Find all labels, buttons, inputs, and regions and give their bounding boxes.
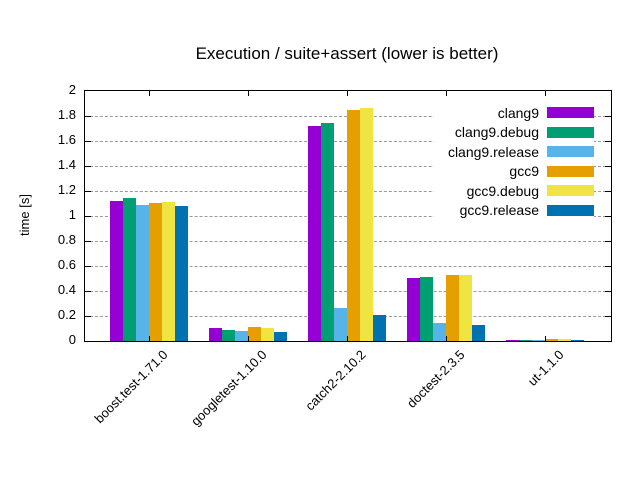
x-tick-mark <box>545 91 546 96</box>
legend-row: gcc9.debug <box>448 181 594 201</box>
y-tick-mark <box>605 291 611 292</box>
y-tick-label: 0.4 <box>57 282 76 297</box>
y-tick-label: 0 <box>68 332 76 347</box>
legend-row: clang9.release <box>448 142 594 162</box>
legend-swatch <box>547 126 594 138</box>
y-tick-mark <box>605 141 611 142</box>
legend-label: gcc9 <box>509 163 539 180</box>
y-tick-label: 1.2 <box>57 182 76 197</box>
y-tick-mark <box>605 116 611 117</box>
x-tick-mark <box>446 336 447 341</box>
bar <box>446 275 459 341</box>
legend-label: gcc9.release <box>459 202 539 219</box>
y-tick-label: 1 <box>68 207 76 222</box>
legend-row: gcc9.release <box>448 201 594 221</box>
category-label: ut-1.1.0 <box>524 347 567 389</box>
bar <box>459 275 472 341</box>
bar <box>347 110 360 341</box>
y-tick-mark <box>605 166 611 167</box>
y-tick-mark <box>85 266 91 267</box>
bar <box>420 277 433 341</box>
bar <box>162 202 175 341</box>
bar <box>321 123 334 341</box>
legend-row: gcc9 <box>448 162 594 182</box>
bar <box>235 331 248 341</box>
legend-label: clang9.release <box>447 143 539 160</box>
x-tick-mark <box>149 336 150 341</box>
y-tick-mark <box>85 291 91 292</box>
bar <box>334 308 347 341</box>
bar <box>123 198 136 341</box>
y-tick-mark <box>85 166 91 167</box>
y-tick-mark <box>85 141 91 142</box>
bar <box>149 203 162 341</box>
legend-swatch <box>547 204 594 216</box>
y-tick-mark <box>605 266 611 267</box>
bar <box>558 339 571 341</box>
legend-label: clang9 <box>497 104 539 121</box>
x-tick-mark <box>248 91 249 96</box>
x-tick-mark <box>545 336 546 341</box>
bar <box>571 340 584 341</box>
y-tick-mark <box>605 191 611 192</box>
bar <box>222 330 235 341</box>
y-tick-label: 1.6 <box>57 132 76 147</box>
y-tick-label: 0.8 <box>57 232 76 247</box>
bar <box>545 339 558 341</box>
legend-swatch <box>547 146 594 158</box>
legend-label: clang9.debug <box>454 124 539 141</box>
legend-row: clang9.debug <box>448 123 594 143</box>
y-tick-mark <box>605 241 611 242</box>
bar <box>274 332 287 341</box>
x-tick-mark <box>149 91 150 96</box>
x-tick-mark <box>347 336 348 341</box>
y-tick-mark <box>605 316 611 317</box>
bar <box>519 340 532 341</box>
legend-swatch <box>547 165 594 177</box>
bar <box>373 315 386 341</box>
y-tick-label: 0.2 <box>57 307 76 322</box>
bar <box>506 340 519 341</box>
y-tick-label: 1.4 <box>57 157 76 172</box>
y-tick-mark <box>605 216 611 217</box>
bar <box>261 328 274 341</box>
chart-title: Execution / suite+assert (lower is bette… <box>195 44 499 63</box>
x-tick-mark <box>347 91 348 96</box>
legend-row: clang9 <box>448 103 594 123</box>
legend-swatch <box>547 107 594 119</box>
bar <box>175 206 188 341</box>
legend: clang9 clang9.debug clang9.release gcc9 gcc9… <box>433 101 594 222</box>
y-tick-mark <box>85 191 91 192</box>
bar <box>110 201 123 341</box>
y-tick-mark <box>85 241 91 242</box>
bar <box>472 325 485 341</box>
plot-area: clang9 clang9.debug clang9.release gcc9 gcc9… <box>84 90 612 342</box>
y-tick-mark <box>85 216 91 217</box>
bar <box>433 323 446 341</box>
y-tick-label: 0.6 <box>57 257 76 272</box>
legend-swatch <box>547 185 594 197</box>
bar <box>248 327 261 341</box>
bar <box>209 328 222 341</box>
y-tick-mark <box>85 116 91 117</box>
y-tick-mark <box>85 316 91 317</box>
bar <box>532 340 545 341</box>
legend-label: gcc9.debug <box>466 182 539 199</box>
bar <box>360 108 373 341</box>
bar <box>308 126 321 341</box>
x-tick-mark <box>446 91 447 96</box>
y-tick-label: 1.8 <box>57 107 76 122</box>
bar <box>407 278 420 341</box>
bar <box>136 205 149 341</box>
y-tick-label: 2 <box>68 82 76 97</box>
x-tick-mark <box>248 336 249 341</box>
